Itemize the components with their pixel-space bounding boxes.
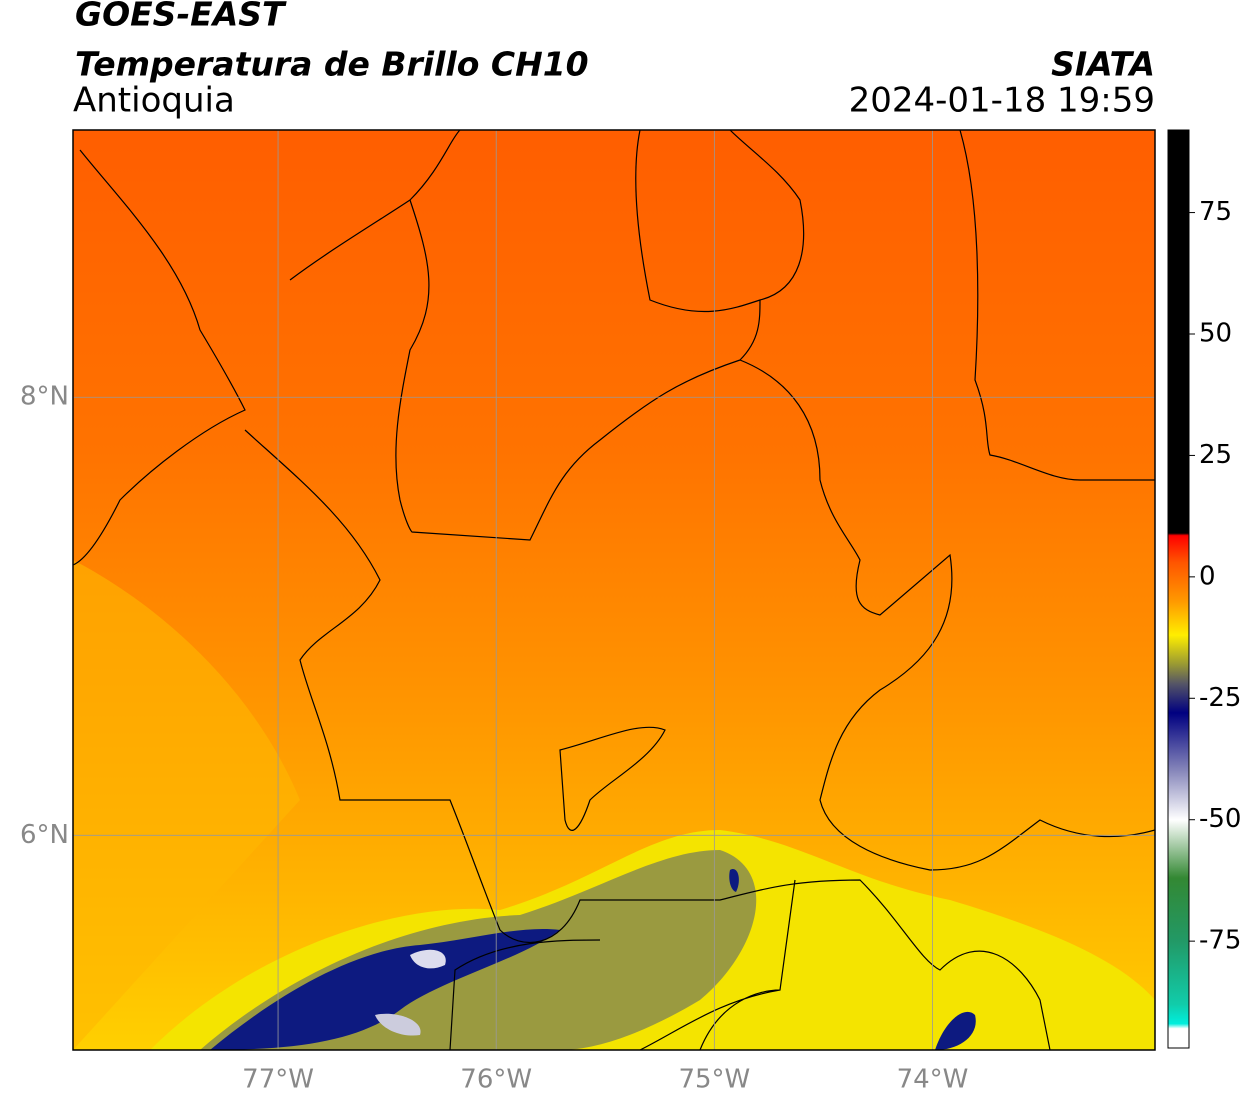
colorbar-tick-label: 50 [1199, 319, 1232, 349]
coastline [73, 149, 246, 566]
colorbar-tick-label: 75 [1199, 197, 1232, 227]
source-label: SIATA [1051, 45, 1155, 84]
region-label: Antioquia [73, 81, 235, 121]
map-frame [72, 129, 1156, 1051]
boundary [635, 130, 805, 313]
product-title: Temperatura de Brillo CH10 [75, 45, 589, 84]
timestamp: 2024-01-18 19:59 [849, 81, 1155, 121]
graticule [73, 130, 1155, 1050]
boundary [244, 429, 1051, 1050]
colorbar-tick-label: -25 [1199, 683, 1241, 713]
colorbar-tick-label: 25 [1199, 440, 1232, 470]
x-tick-label: 74°W [897, 1065, 969, 1095]
x-tick-label: 75°W [678, 1065, 750, 1095]
y-tick-label: 6°N [20, 820, 69, 850]
x-tick-label: 76°W [460, 1065, 532, 1095]
satellite-title: GOES-EAST [75, 0, 287, 34]
colorbar-tick-label: 0 [1199, 561, 1216, 591]
cold-core [729, 869, 739, 892]
coastline [289, 130, 461, 281]
map-field [73, 130, 1155, 1050]
boundary [559, 726, 666, 831]
boundary [959, 130, 1155, 481]
x-tick-label: 77°W [242, 1065, 314, 1095]
boundary [739, 359, 1155, 871]
y-tick-label: 8°N [20, 382, 69, 412]
boundary [395, 199, 761, 541]
cold-core [935, 1011, 976, 1050]
cold-core [375, 1013, 421, 1036]
colorbar [1167, 129, 1190, 1049]
cold-core [210, 928, 560, 1050]
boundary [449, 879, 796, 1050]
cold-core [410, 949, 446, 969]
colorbar-tick-label: -50 [1199, 804, 1241, 834]
colorbar-tick-label: -75 [1199, 926, 1241, 956]
warm-zone [73, 560, 300, 1050]
